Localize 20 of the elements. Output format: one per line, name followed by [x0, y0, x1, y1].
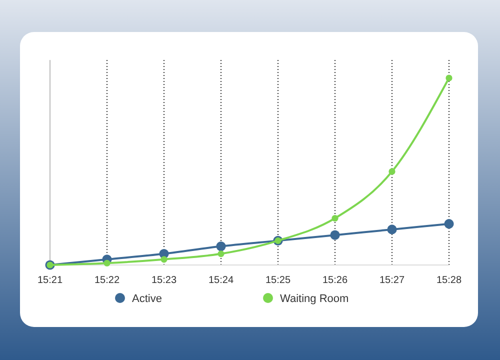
x-tick-label: 15:28 — [436, 275, 462, 286]
point — [216, 242, 226, 252]
x-tick-label: 15:24 — [208, 275, 234, 286]
x-tick-label: 15:26 — [322, 275, 348, 286]
point — [388, 168, 396, 175]
point — [160, 256, 168, 263]
point — [446, 74, 452, 82]
x-tick-label: 15:25 — [265, 275, 291, 286]
point — [218, 250, 224, 258]
point — [332, 214, 338, 222]
x-tick-label: 15:23 — [151, 275, 177, 286]
legend-label: Waiting Room — [280, 293, 349, 305]
x-tick-label: 15:22 — [94, 275, 120, 286]
point — [104, 260, 110, 266]
point — [444, 219, 454, 229]
point — [330, 230, 340, 240]
point — [387, 224, 397, 234]
legend-label: Active — [132, 293, 162, 305]
x-tick-label: 15:27 — [379, 275, 405, 286]
x-tick-label: 15:21 — [37, 275, 63, 286]
